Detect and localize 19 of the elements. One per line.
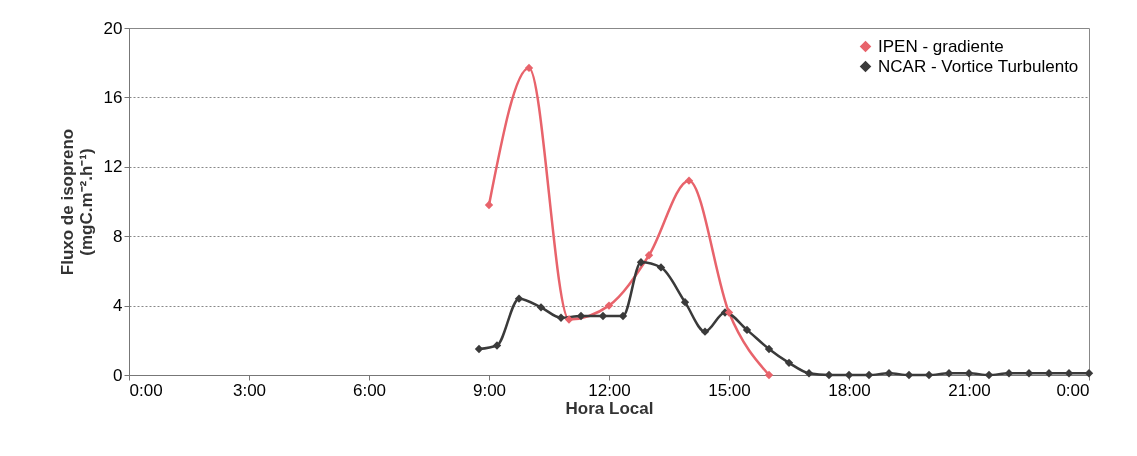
x-tick-label: 21:00 [948, 380, 991, 400]
legend-label: IPEN - gradiente [878, 36, 1004, 56]
legend-label: NCAR - Vortice Turbulento [878, 56, 1079, 76]
x-tick-label: 0:00 [1056, 380, 1090, 400]
x-tick-label: 3:00 [232, 380, 267, 400]
x-tick-label: 0:00 [129, 380, 163, 400]
x-tick-label: 18:00 [828, 380, 871, 400]
x-axis-title: Hora Local [565, 398, 654, 418]
y-tick-label: 16 [103, 87, 123, 107]
y-tick-label: 0 [113, 365, 123, 385]
y-axis-title: Fluxo de isopreno (mgC.m⁻².h⁻¹) [57, 128, 96, 276]
y-tick-label: 4 [113, 296, 123, 316]
y-tick-label: 12 [103, 157, 123, 177]
x-tick-label: 6:00 [352, 380, 387, 400]
y-tick-label: 20 [103, 18, 123, 38]
y-tick-label: 8 [113, 226, 123, 246]
x-tick-label: 9:00 [472, 380, 507, 400]
x-tick-label: 12:00 [588, 380, 631, 400]
x-tick-label: 15:00 [708, 380, 751, 400]
